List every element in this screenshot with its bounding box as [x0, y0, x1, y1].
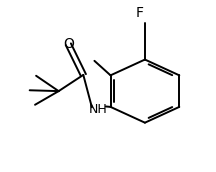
- Text: NH: NH: [89, 103, 108, 116]
- Text: O: O: [63, 37, 74, 51]
- Text: F: F: [136, 7, 144, 20]
